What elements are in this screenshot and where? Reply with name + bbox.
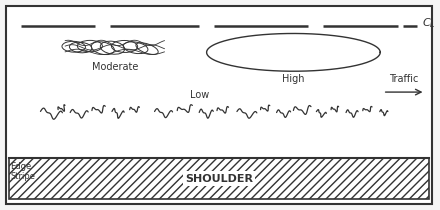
Text: Traffic: Traffic — [389, 74, 418, 84]
Bar — [9, 158, 429, 199]
Text: High: High — [282, 74, 304, 84]
Text: $\mathit{C_L}$: $\mathit{C_L}$ — [422, 17, 436, 30]
Text: Edge
Stripe: Edge Stripe — [11, 162, 36, 181]
Text: Moderate: Moderate — [92, 62, 138, 72]
Bar — [9, 158, 429, 199]
Text: Low: Low — [190, 90, 209, 100]
FancyBboxPatch shape — [6, 6, 433, 204]
Text: SHOULDER: SHOULDER — [185, 173, 253, 184]
